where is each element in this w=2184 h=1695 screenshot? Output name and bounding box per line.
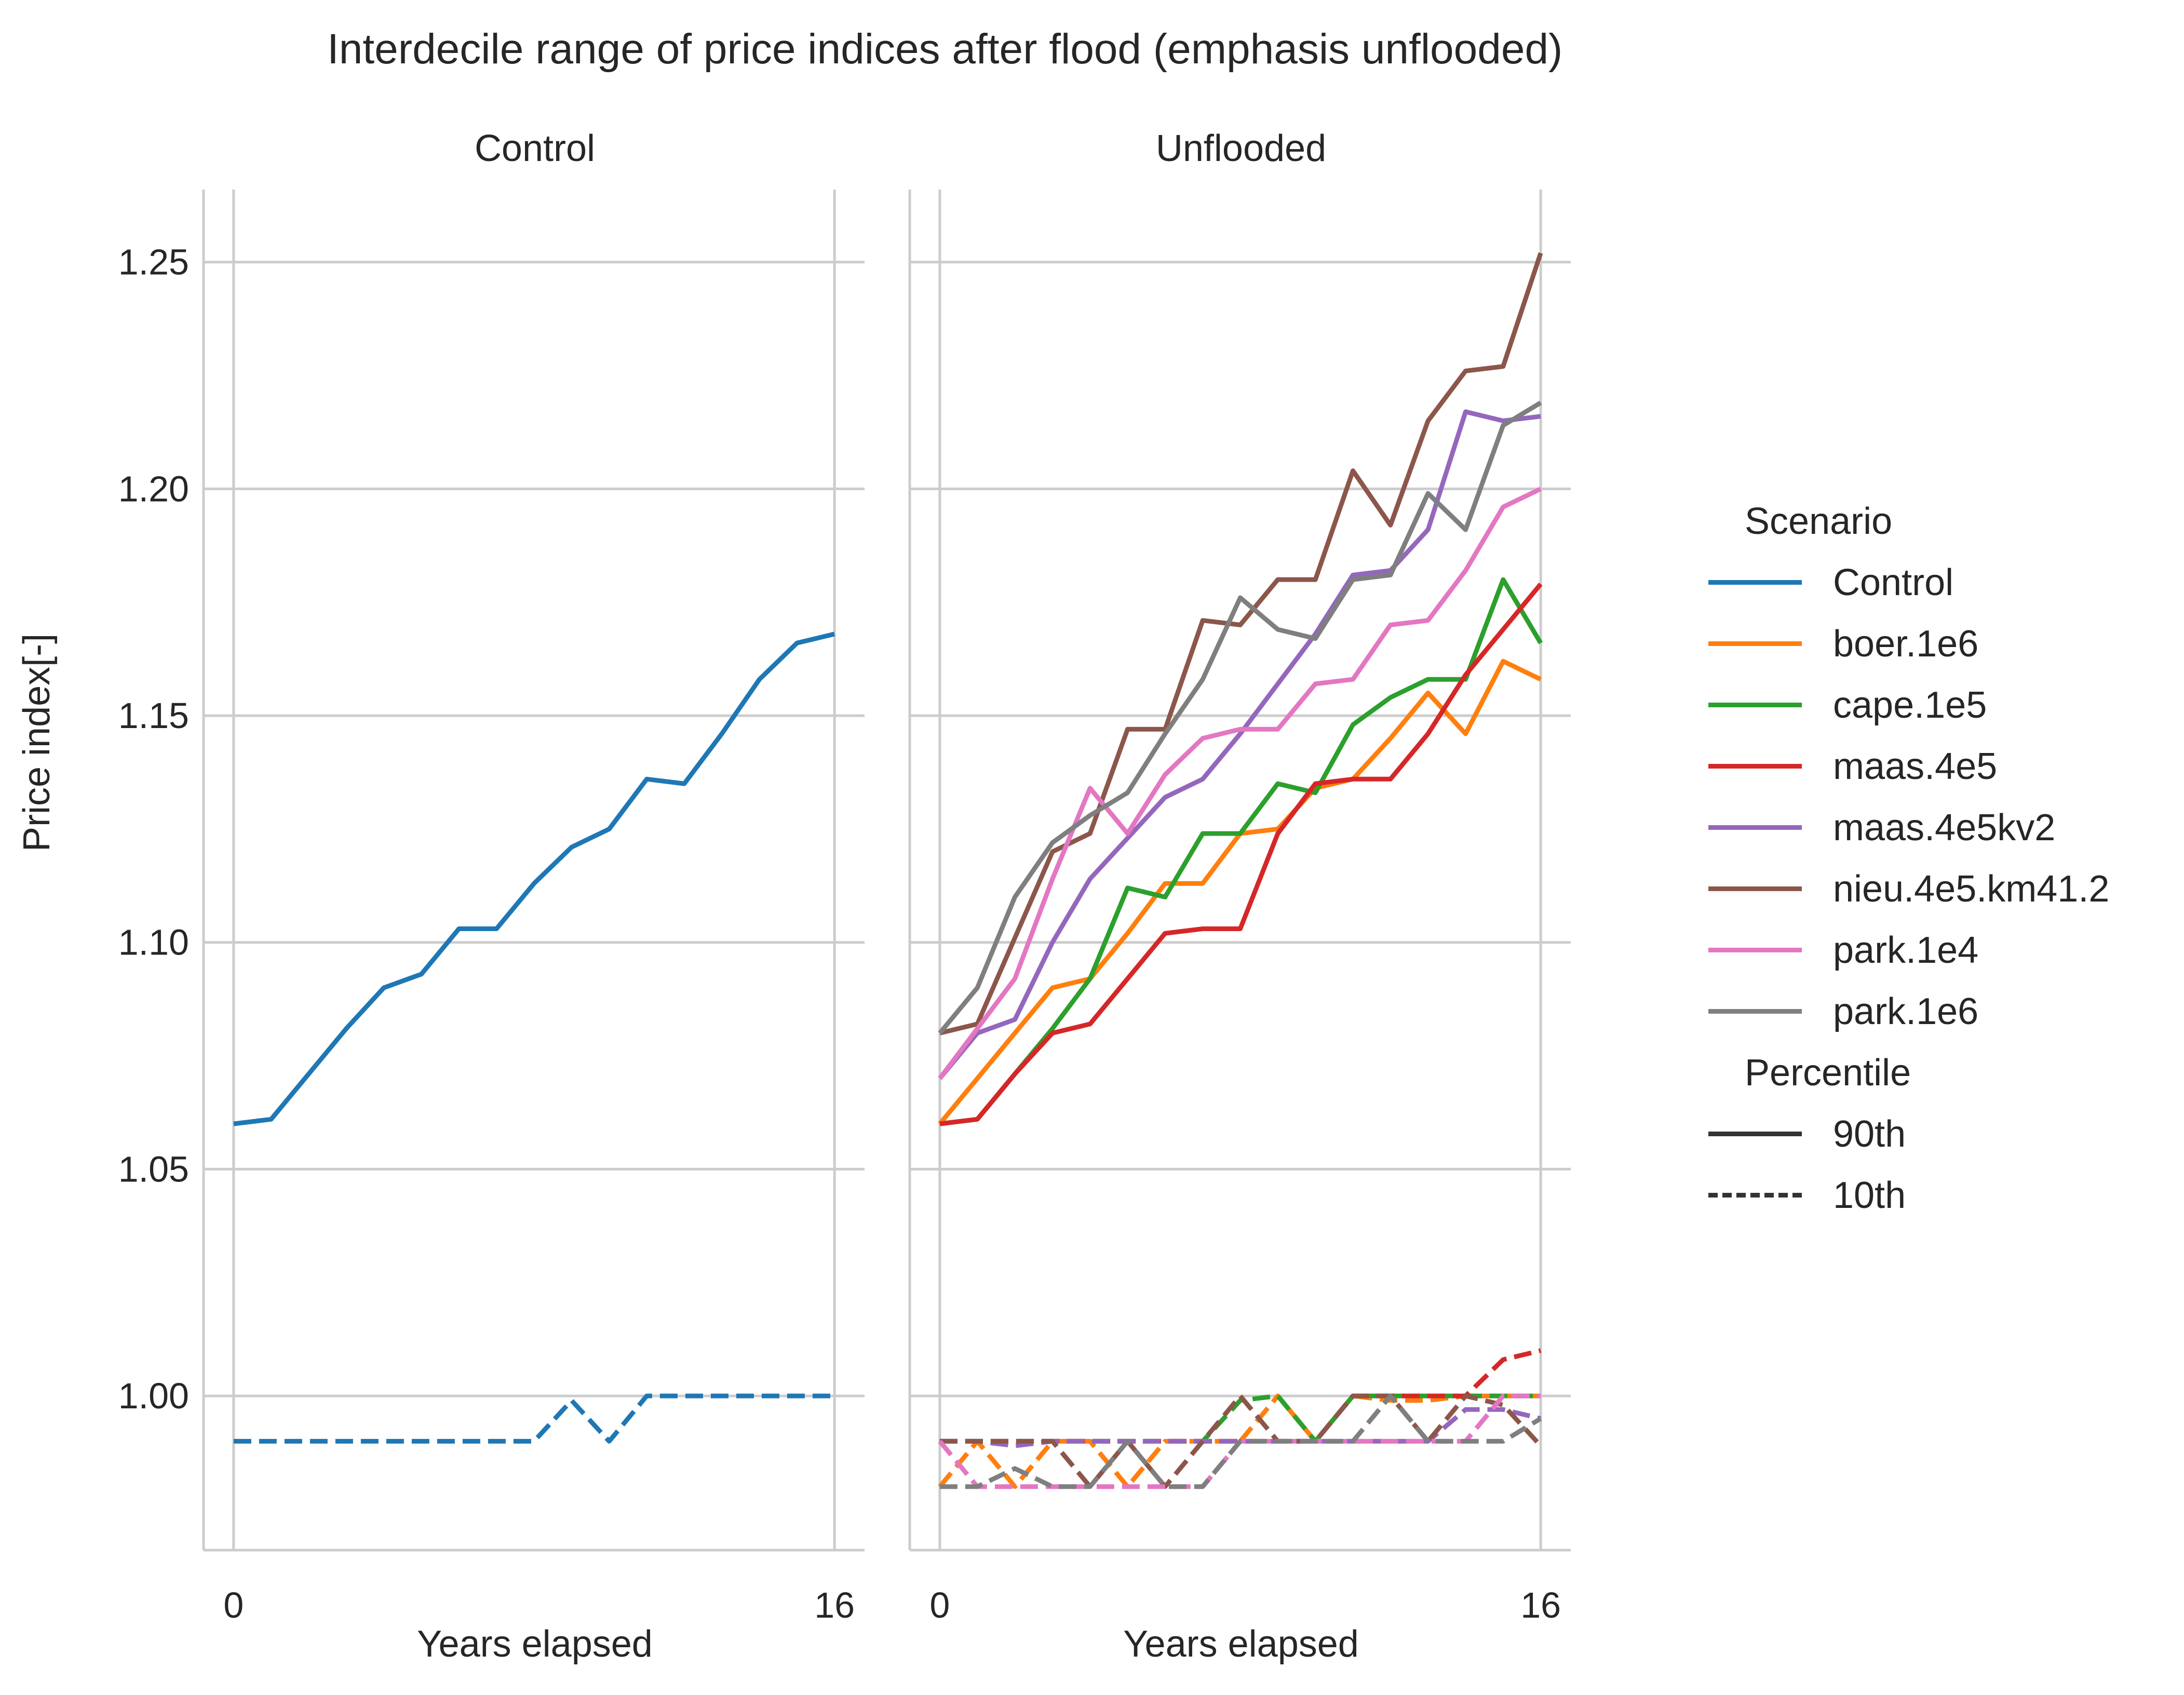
series-line-maas-4e5kv2-90th xyxy=(938,409,1541,1080)
legend-swatch xyxy=(1708,825,1802,830)
legend-label: park.1e6 xyxy=(1833,991,1979,1032)
legend-label: maas.4e5kv2 xyxy=(1833,807,2056,849)
panel-title-control: Control xyxy=(474,128,596,169)
legend-item-scenario: maas.4e5kv2 xyxy=(1703,797,2170,858)
x-tick-label: 0 xyxy=(929,1585,950,1625)
y-tick-label: 1.20 xyxy=(118,468,189,509)
legend-label: maas.4e5 xyxy=(1833,746,1998,787)
legend-scenario-list: Control boer.1e6 cape.1e5 maas.4e5 maas.4e5k… xyxy=(1703,552,2170,1042)
legend-label: Control xyxy=(1833,562,1954,603)
legend-swatch xyxy=(1708,948,1802,952)
legend-label: 90th xyxy=(1833,1113,1906,1155)
legend-item-scenario: Control xyxy=(1703,552,2170,613)
x-tick-label: 16 xyxy=(814,1585,855,1625)
legend-swatch xyxy=(1708,1193,1802,1198)
legend-percentile-list: 90th 10th xyxy=(1703,1104,2170,1226)
legend-item-scenario: park.1e6 xyxy=(1703,981,2170,1042)
legend-item-percentile: 10th xyxy=(1703,1165,2170,1226)
series-line-nieu-4e5-km41-2-90th xyxy=(939,252,1543,1035)
series-line-maas-4e5-10th xyxy=(939,1348,1542,1444)
y-tick-label: 1.05 xyxy=(118,1149,189,1189)
legend-item-percentile: 90th xyxy=(1703,1104,2170,1165)
legend-item-scenario: maas.4e5 xyxy=(1703,736,2170,797)
series-line-cape-1e5-90th xyxy=(939,577,1543,1126)
legend-swatch xyxy=(1708,1132,1802,1136)
legend-swatch xyxy=(1708,703,1802,707)
y-tick-label: 1.00 xyxy=(118,1376,189,1416)
legend: Scenario Control boer.1e6 cape.1e5 maas.4e5… xyxy=(1703,491,2170,1226)
legend-swatch xyxy=(1708,1009,1802,1014)
series-line-nieu-4e5-km41-2-10th xyxy=(939,1393,1543,1489)
x-axis-label-unflooded: Years elapsed xyxy=(1123,1623,1359,1665)
legend-item-scenario: cape.1e5 xyxy=(1703,675,2170,736)
legend-item-scenario: boer.1e6 xyxy=(1703,613,2170,675)
series-line-park-1e6-10th xyxy=(939,1393,1542,1489)
y-tick-label: 1.25 xyxy=(118,242,189,282)
legend-label: nieu.4e5.km41.2 xyxy=(1833,868,2110,910)
series-line-park-1e6-90th xyxy=(938,400,1542,1035)
series-line-maas-4e5-90th xyxy=(939,582,1543,1126)
legend-title-percentile: Percentile xyxy=(1745,1052,1911,1094)
legend-label: 10th xyxy=(1833,1175,1906,1216)
x-tick-label: 16 xyxy=(1520,1585,1561,1625)
series-line-boer-1e6-10th xyxy=(938,1393,1541,1489)
y-tick-label: 1.10 xyxy=(118,922,189,963)
series-line-park-1e4-90th xyxy=(938,487,1542,1080)
legend-label: park.1e4 xyxy=(1833,930,1979,971)
x-axis-label-control: Years elapsed xyxy=(417,1623,653,1665)
panel-title-unflooded: Unflooded xyxy=(1155,128,1327,169)
legend-item-scenario: park.1e4 xyxy=(1703,920,2170,981)
y-tick-label: 1.15 xyxy=(118,695,189,736)
series-line-control-10th xyxy=(233,1393,835,1444)
legend-swatch xyxy=(1708,641,1802,646)
legend-swatch xyxy=(1708,580,1802,585)
legend-swatch xyxy=(1708,886,1802,891)
series-line-control-90th xyxy=(233,631,835,1126)
legend-title-scenario: Scenario xyxy=(1745,501,1893,542)
series-line-cape-1e5-10th xyxy=(939,1393,1541,1444)
legend-swatch xyxy=(1708,764,1802,769)
x-tick-label: 0 xyxy=(223,1585,244,1625)
legend-label: boer.1e6 xyxy=(1833,623,1979,665)
legend-label: cape.1e5 xyxy=(1833,684,1987,726)
legend-item-scenario: nieu.4e5.km41.2 xyxy=(1703,858,2170,920)
